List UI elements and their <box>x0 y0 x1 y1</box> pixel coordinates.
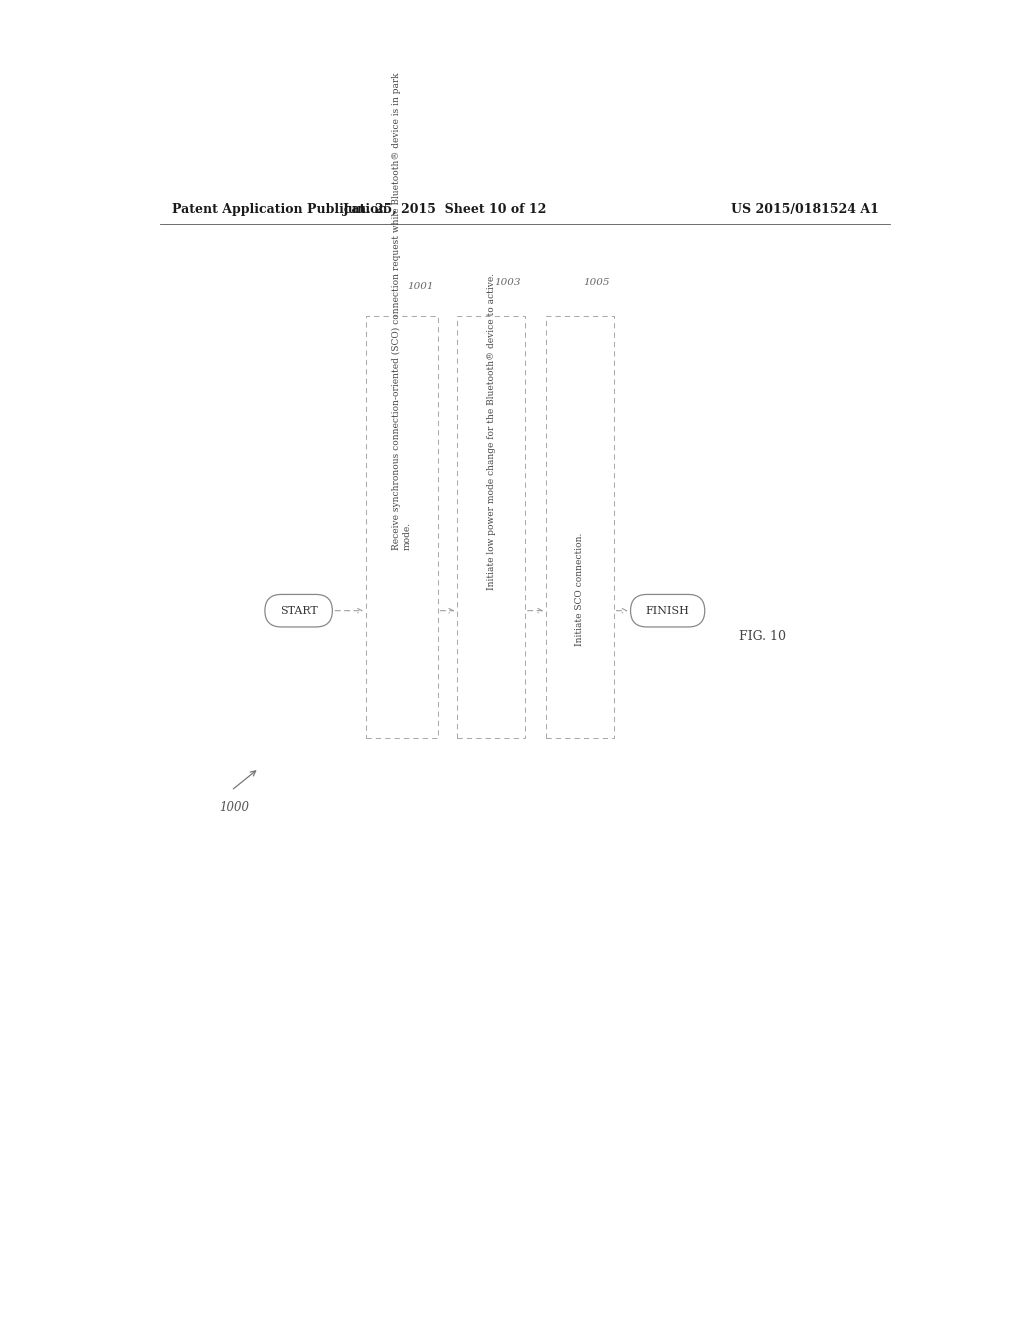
Text: Jun. 25, 2015  Sheet 10 of 12: Jun. 25, 2015 Sheet 10 of 12 <box>343 203 548 215</box>
Text: Receive synchronous connection-oriented (SCO) connection request while Bluetooth: Receive synchronous connection-oriented … <box>392 73 412 549</box>
Text: Initiate SCO connection.: Initiate SCO connection. <box>575 533 585 647</box>
Text: 1003: 1003 <box>495 279 521 288</box>
Text: 1000: 1000 <box>219 801 249 813</box>
Bar <box>546 315 613 738</box>
Text: US 2015/0181524 A1: US 2015/0181524 A1 <box>731 203 879 215</box>
Text: 1005: 1005 <box>584 279 610 288</box>
Text: Initiate low power mode change for the Bluetooth® device to active.: Initiate low power mode change for the B… <box>486 273 496 590</box>
Text: FINISH: FINISH <box>646 606 689 615</box>
Text: Patent Application Publication: Patent Application Publication <box>172 203 387 215</box>
Text: FIG. 10: FIG. 10 <box>739 630 786 643</box>
Text: 1001: 1001 <box>408 281 433 290</box>
Bar <box>367 315 437 738</box>
Text: START: START <box>280 606 317 615</box>
Bar <box>458 315 524 738</box>
